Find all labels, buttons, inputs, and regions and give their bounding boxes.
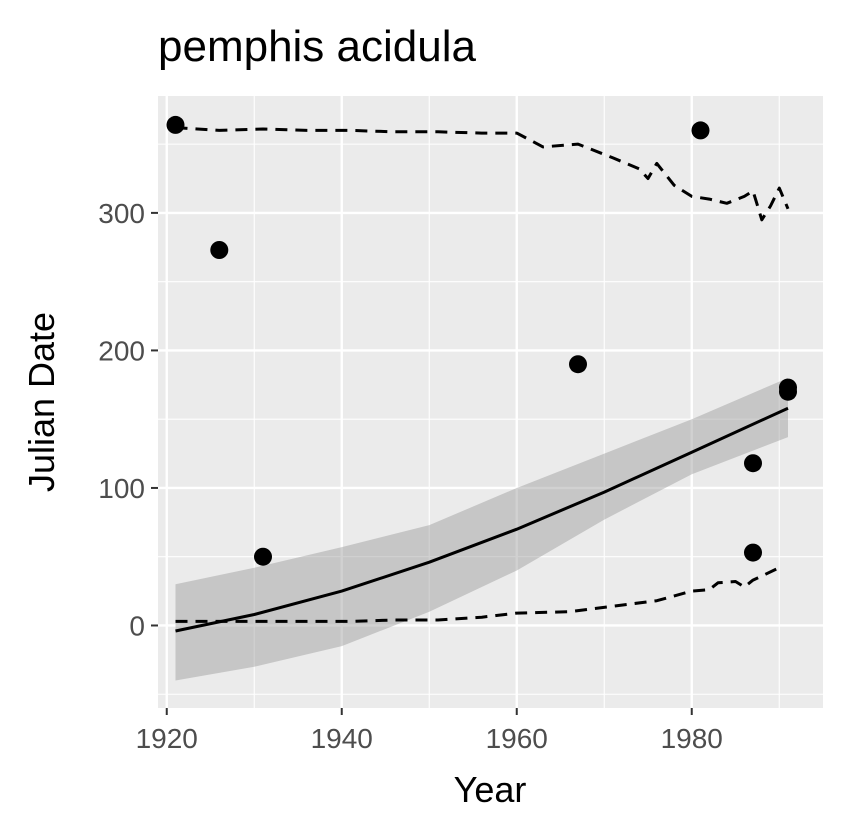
x-tick-label: 1960 <box>486 723 548 754</box>
points-layer <box>166 115 797 566</box>
data-point <box>744 454 762 473</box>
y-tick-label: 300 <box>98 198 145 229</box>
data-point <box>691 121 710 140</box>
data-point <box>569 355 587 374</box>
data-point <box>210 241 229 259</box>
confidence-band <box>175 377 788 681</box>
axes-layer: 1920 1940 1960 1980 0 100 200 300 <box>98 198 723 754</box>
grid-minor <box>158 96 823 708</box>
x-tick-label: 1920 <box>136 723 198 754</box>
x-tick-label: 1940 <box>311 723 373 754</box>
grid-major <box>158 96 823 708</box>
x-tick-label: 1980 <box>661 723 723 754</box>
y-tick-label: 100 <box>98 473 145 504</box>
y-axis-title: Julian Date <box>21 312 62 492</box>
confidence-band-layer <box>175 377 788 681</box>
trend-line <box>175 406 789 633</box>
x-axis-title: Year <box>454 769 527 810</box>
data-point <box>166 115 185 134</box>
chart-title: pemphis acidula <box>158 22 476 71</box>
data-point <box>254 547 272 566</box>
lines-layer <box>175 126 790 633</box>
data-point <box>744 543 762 562</box>
plot-panel <box>158 96 823 708</box>
y-tick-label: 200 <box>98 335 145 366</box>
y-tick-label: 0 <box>129 610 145 641</box>
data-point <box>779 378 797 397</box>
